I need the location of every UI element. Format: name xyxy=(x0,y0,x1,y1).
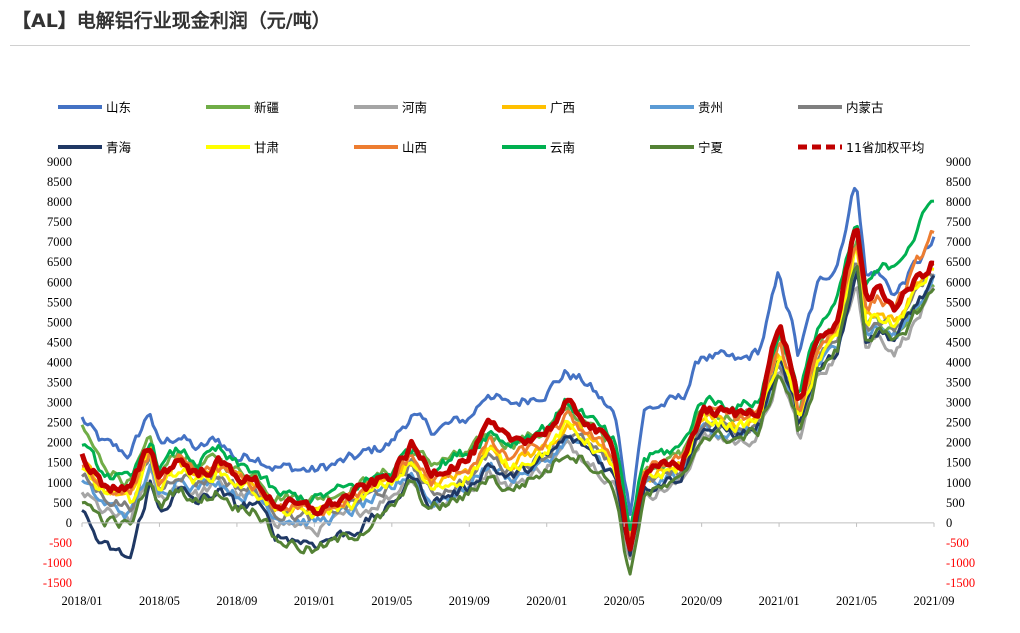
y-tick-right: 1000 xyxy=(946,476,971,490)
y-axis-left: 9000850080007500700065006000550050004500… xyxy=(43,155,72,590)
y-tick-left: 6500 xyxy=(47,255,72,269)
y-tick-left: 2500 xyxy=(47,416,72,430)
legend-label: 甘肃 xyxy=(254,140,279,155)
legend-label: 11省加权平均 xyxy=(846,140,924,155)
series-line-10 xyxy=(81,265,936,576)
y-tick-left: -1000 xyxy=(43,556,72,570)
y-tick-right: 6500 xyxy=(946,255,971,269)
y-tick-right: 5500 xyxy=(946,295,971,309)
x-tick-label: 2019/01 xyxy=(294,594,335,608)
x-tick-label: 2018/09 xyxy=(216,594,257,608)
y-tick-left: 3000 xyxy=(47,396,72,410)
series-line-6 xyxy=(81,270,936,560)
legend-label: 山西 xyxy=(402,140,427,155)
y-axis-right: 9000850080007500700065006000550050004500… xyxy=(946,155,975,590)
y-tick-right: -1000 xyxy=(946,556,975,570)
series-line-0 xyxy=(80,186,936,516)
series-layer xyxy=(79,186,936,576)
series-line-7 xyxy=(81,249,935,537)
legend-label: 云南 xyxy=(550,140,575,155)
y-tick-left: 1000 xyxy=(47,476,72,490)
y-tick-right: 500 xyxy=(946,496,965,510)
y-tick-left: 5500 xyxy=(47,295,72,309)
x-tick-label: 2019/05 xyxy=(371,594,412,608)
y-tick-left: 0 xyxy=(66,516,72,530)
legend-label: 广西 xyxy=(550,100,575,115)
y-tick-right: 8000 xyxy=(946,195,971,209)
y-tick-right: 2000 xyxy=(946,436,971,450)
title-divider xyxy=(10,45,970,46)
x-tick-label: 2018/05 xyxy=(139,594,180,608)
x-tick-label: 2021/09 xyxy=(914,594,955,608)
y-tick-right: 6000 xyxy=(946,275,971,289)
y-tick-right: 7000 xyxy=(946,235,971,249)
y-tick-left: 3500 xyxy=(47,376,72,390)
x-tick-label: 2021/01 xyxy=(759,594,800,608)
y-tick-left: 4000 xyxy=(47,355,72,369)
x-tick-label: 2021/05 xyxy=(836,594,877,608)
x-tick-label: 2020/05 xyxy=(604,594,645,608)
legend-label: 山东 xyxy=(106,100,131,115)
y-tick-right: 3000 xyxy=(946,396,971,410)
legend-label: 贵州 xyxy=(698,100,723,115)
y-tick-right: 4500 xyxy=(946,335,971,349)
x-axis: 2018/01 2018/05 2018/09 2019/01 2019/05 2019/… xyxy=(62,522,955,608)
y-tick-left: 8500 xyxy=(47,175,72,189)
y-tick-left: 1500 xyxy=(47,456,72,470)
y-tick-right: 1500 xyxy=(946,456,971,470)
y-tick-right: -1500 xyxy=(946,576,975,590)
y-tick-left: 4500 xyxy=(47,335,72,349)
legend-label: 内蒙古 xyxy=(846,100,884,115)
legend-label: 河南 xyxy=(402,100,427,115)
y-tick-left: 7000 xyxy=(47,235,72,249)
y-tick-right: 0 xyxy=(946,516,952,530)
y-tick-left: 2000 xyxy=(47,436,72,450)
y-tick-right: 4000 xyxy=(946,355,971,369)
y-tick-left: 6000 xyxy=(47,275,72,289)
legend-label: 青海 xyxy=(106,140,132,155)
y-tick-left: 8000 xyxy=(47,195,72,209)
y-tick-right: 3500 xyxy=(946,376,971,390)
y-tick-right: 9000 xyxy=(946,155,971,169)
page-title: 【AL】电解铝行业现金利润（元/吨） xyxy=(12,10,331,32)
y-tick-right: -500 xyxy=(946,536,969,550)
y-tick-right: 7500 xyxy=(946,215,971,229)
y-tick-left: 7500 xyxy=(47,215,72,229)
y-tick-right: 8500 xyxy=(946,175,971,189)
y-tick-right: 5000 xyxy=(946,315,971,329)
x-tick-label: 2019/09 xyxy=(449,594,490,608)
x-tick-label: 2018/01 xyxy=(62,594,103,608)
y-tick-left: -1500 xyxy=(43,576,72,590)
y-tick-left: -500 xyxy=(49,536,72,550)
legend-label: 新疆 xyxy=(254,100,279,115)
series-line-11 xyxy=(79,227,935,552)
y-tick-left: 500 xyxy=(53,496,72,510)
y-tick-left: 9000 xyxy=(47,155,72,169)
x-tick-label: 2020/09 xyxy=(681,594,722,608)
legend-label: 宁夏 xyxy=(698,140,724,155)
y-tick-right: 2500 xyxy=(946,416,971,430)
y-tick-left: 5000 xyxy=(47,315,72,329)
x-tick-label: 2020/01 xyxy=(526,594,567,608)
